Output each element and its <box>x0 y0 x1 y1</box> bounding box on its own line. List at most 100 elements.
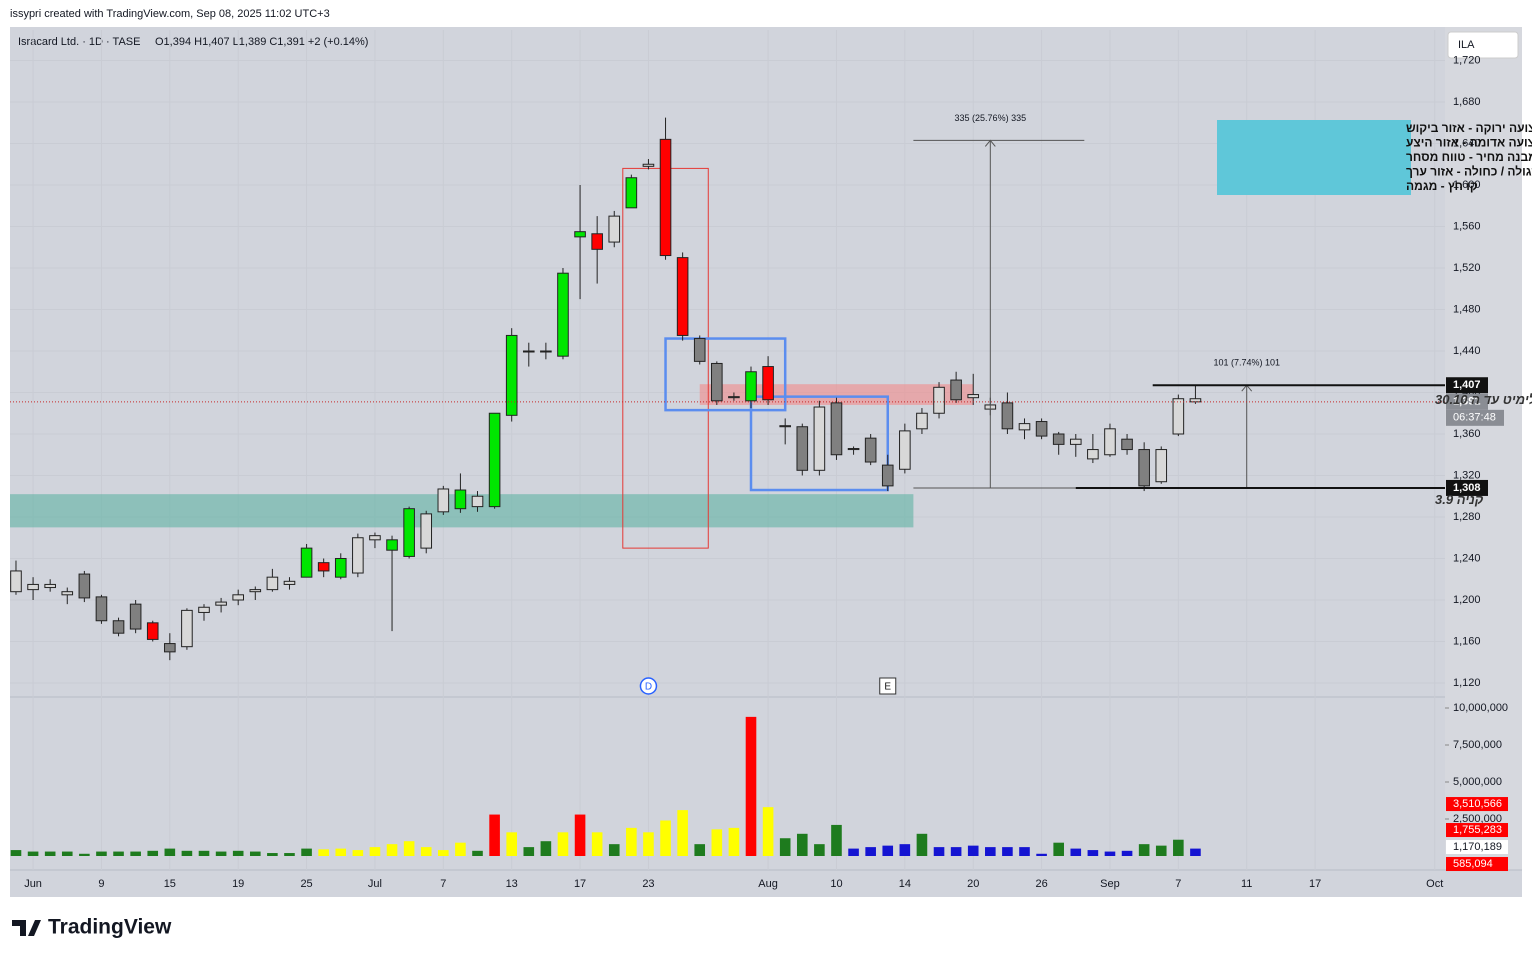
candle-body <box>27 583 39 591</box>
sell-note: מכירה בלימיט עד ה 30.10 <box>1435 392 1532 407</box>
volume-bar <box>762 807 774 856</box>
measure-label: 101 (7.74%) 101 <box>1213 358 1280 368</box>
candle-body <box>10 570 22 593</box>
legend-line: רצועה אדומה - אזור היצע <box>1406 136 1532 150</box>
volume-label: 585,094 <box>1453 858 1493 870</box>
volume-bar <box>369 847 381 856</box>
candle-body <box>676 257 689 336</box>
candle-body <box>386 539 398 551</box>
volume-tick-label: 2,500,000 <box>1453 813 1502 825</box>
candle-body <box>369 535 381 541</box>
candle-body <box>830 402 843 456</box>
candle-body <box>1104 428 1116 456</box>
volume-bar <box>814 844 825 856</box>
volume-bar <box>472 850 483 856</box>
candle-body <box>779 425 791 428</box>
measure-label: 335 (25.76%) 335 <box>955 113 1027 123</box>
volume-bar <box>985 847 996 856</box>
candle-body <box>899 430 911 470</box>
countdown: 06:37:48 <box>1453 412 1496 424</box>
candle-body <box>437 488 450 513</box>
x-tick-label: 7 <box>1175 878 1181 890</box>
candle-body <box>591 233 603 250</box>
volume-bar <box>882 845 894 856</box>
volume-bar <box>44 851 56 856</box>
candle-body <box>608 215 621 243</box>
x-tick-label: 26 <box>1035 878 1047 890</box>
x-tick-label: Jul <box>368 878 382 890</box>
event-marker[interactable] <box>879 677 897 695</box>
candle-body <box>1035 421 1048 437</box>
volume-bar <box>1002 847 1013 856</box>
currency-label: ILA <box>1458 39 1475 51</box>
volume-bar <box>677 810 688 856</box>
candle-body <box>574 231 586 238</box>
candle-body <box>232 594 244 601</box>
x-tick-label: Oct <box>1426 878 1443 890</box>
volume-label-bg <box>1446 823 1508 838</box>
candle-body <box>198 606 210 613</box>
candle-body <box>44 583 56 589</box>
volume-bar <box>420 847 432 856</box>
brand: TradingView <box>48 916 172 939</box>
volume-label: 1,170,189 <box>1453 841 1502 853</box>
volume-bar <box>96 851 107 856</box>
candle-body <box>711 362 723 402</box>
volume-label-bg <box>1446 857 1508 872</box>
legend-line: מלבן - מבנה מחיר - טווח מסחר <box>1406 150 1532 164</box>
brand-logo <box>12 920 41 936</box>
candle-body <box>625 177 638 209</box>
volume-bar <box>523 847 535 856</box>
y-tick-label: 1,600 <box>1453 179 1481 191</box>
y-tick-label: 1,280 <box>1453 511 1481 523</box>
candle-body <box>317 562 330 572</box>
y-tick-label: 1,680 <box>1453 96 1481 108</box>
x-tick-label: 19 <box>232 878 244 890</box>
volume-bar <box>608 844 620 856</box>
candle-body <box>300 547 313 578</box>
volume-bar <box>318 849 329 856</box>
candle-body <box>1001 402 1014 430</box>
volume-bar <box>848 848 859 856</box>
candle-body <box>693 338 706 362</box>
candle-body <box>813 406 826 471</box>
volume-bar <box>557 832 569 856</box>
volume-tick-label: 10,000,000 <box>1453 702 1508 714</box>
legend-line: קו חץ - מגמה <box>1406 179 1478 193</box>
y-tick-label: 1,440 <box>1453 345 1481 357</box>
x-tick-label: 17 <box>574 878 586 890</box>
candle-body <box>1155 449 1168 483</box>
event-marker[interactable] <box>639 677 658 695</box>
volume-bar <box>1173 839 1184 856</box>
candle-body <box>334 557 347 578</box>
volume-bar <box>711 829 723 856</box>
price-label: 1,407 <box>1453 379 1481 391</box>
volume-bar <box>1070 848 1082 856</box>
legend-box <box>1217 120 1411 195</box>
volume-bar <box>403 841 415 856</box>
volume-bar <box>728 827 740 856</box>
volume-bar <box>249 851 261 856</box>
price-box <box>749 395 890 492</box>
candle-body <box>78 573 91 599</box>
buy-note: קניה 3.9 <box>1435 492 1484 507</box>
y-tick-label: 1,240 <box>1453 552 1481 564</box>
candle-body <box>933 386 945 414</box>
volume-bar <box>130 851 141 856</box>
volume-bar <box>215 851 227 856</box>
volume-label: 1,755,283 <box>1453 824 1502 836</box>
volume-bar <box>933 847 945 856</box>
y-tick-label: 1,640 <box>1453 137 1481 149</box>
volume-bar <box>1036 853 1047 856</box>
legend-line: עקומה סגולה / כחולה - אזור ערך <box>1406 165 1532 179</box>
y-tick-label: 1,480 <box>1453 303 1481 315</box>
price-box <box>664 337 787 412</box>
candle-body <box>471 495 484 508</box>
price-label: 1,391 <box>1453 396 1481 408</box>
candle-body <box>1172 398 1185 435</box>
currency-button[interactable] <box>1447 31 1519 59</box>
candle-body <box>796 426 809 471</box>
volume-bar <box>1104 851 1116 856</box>
volume-bar <box>694 844 706 856</box>
x-tick-label: 11 <box>1241 878 1252 890</box>
